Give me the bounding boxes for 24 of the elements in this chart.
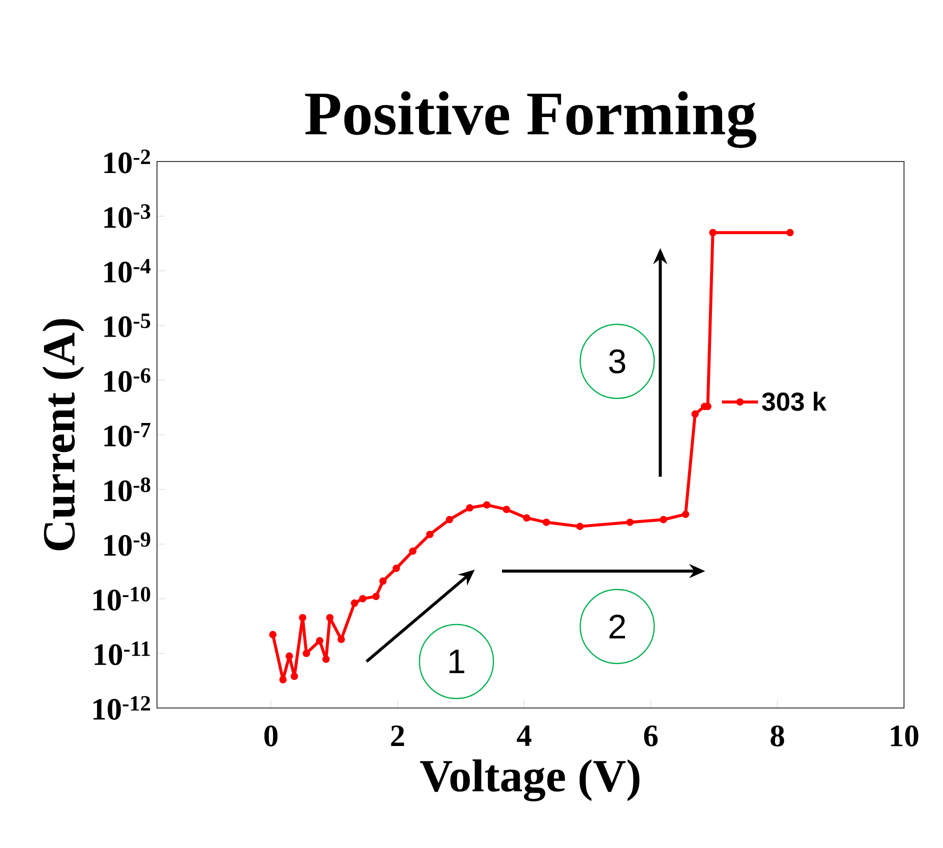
annotation: 2 <box>609 614 625 638</box>
x-tick-label: 4 <box>516 726 532 746</box>
y-tick-label: 10$^{-4}$ <box>104 258 151 283</box>
y-tick-label: 10$^{-11}$ <box>94 642 150 666</box>
x-tick-label: 2 <box>391 726 404 746</box>
y-tick-label: 10$^{-8}$ <box>104 478 150 502</box>
legend-label: 303 k <box>762 392 827 411</box>
x-tick-label: 10 <box>890 726 918 746</box>
x-tick-label: 0 <box>264 726 278 746</box>
y-axis-title: Current (A) <box>42 319 84 550</box>
y-tick-label: 10$^{-7}$ <box>104 422 150 447</box>
x-tick-label: 6 <box>644 726 658 746</box>
y-tick-label: 10$^{-6}$ <box>104 368 150 392</box>
y-tick-label: 10$^{-3}$ <box>104 204 150 228</box>
x-tick-label: 8 <box>770 726 784 746</box>
chart-title: Positive Forming <box>305 91 756 148</box>
y-tick-label: 10$^{-10}$ <box>94 586 150 611</box>
y-tick-label: 10$^{-2}$ <box>104 150 150 174</box>
annotation: 3 <box>609 349 626 374</box>
y-tick-label: 10$^{-5}$ <box>104 314 150 338</box>
y-tick-label: 10$^{-9}$ <box>104 532 150 556</box>
y-tick-label: 10$^{-12}$ <box>94 696 150 720</box>
annotation: 1 <box>450 650 464 674</box>
x-axis-title: Voltage (V) <box>420 759 640 802</box>
